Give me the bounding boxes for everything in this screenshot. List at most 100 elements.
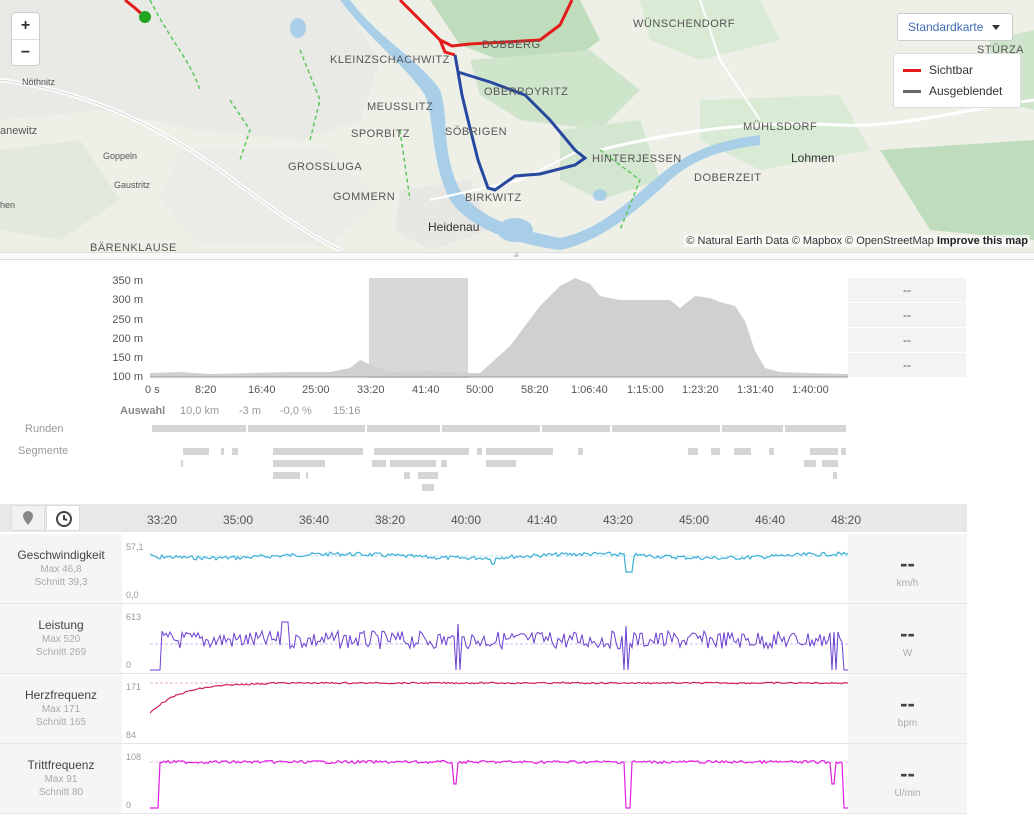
map-type-dropdown[interactable]: Standardkarte [897,13,1013,41]
power-trace[interactable] [150,604,848,673]
metric-label: Herzfrequenz Max 171 Schnitt 165 [0,674,122,743]
lap-bar[interactable] [542,425,610,432]
heartrate-trace[interactable] [150,674,848,743]
segment-bar[interactable] [183,448,209,455]
segment-bar[interactable] [422,484,434,491]
metric-axis-bottom: 84 [126,730,137,740]
metric-max: Max 91 [44,774,78,785]
segment-bar[interactable] [578,448,583,455]
segment-bar[interactable] [441,460,447,467]
segment-bar[interactable] [404,472,410,479]
map-place-label: GROSSLUGA [288,161,363,173]
segment-bar[interactable] [688,448,698,455]
lap-bar[interactable] [442,425,540,432]
detail-x-tick: 41:40 [527,513,558,527]
legend-swatch-gray [903,90,921,94]
metric-label: Trittfrequenz Max 91 Schnitt 80 [0,744,122,813]
zoom-out-button[interactable]: − [12,39,39,65]
map-place-label: HINTERJESSEN [592,153,682,165]
metric-avg: Schnitt 165 [35,717,87,728]
y-tick-label: 100 m [112,371,143,383]
cadence-trace[interactable] [150,744,848,813]
segment-bar[interactable] [711,448,720,455]
x-tick-label: 8:20 [195,384,217,396]
map-place-label: Gaustritz [114,180,151,190]
improve-map-link[interactable]: Improve this map [936,235,1028,247]
segment-bar[interactable] [477,448,482,455]
segment-bar[interactable] [273,448,363,455]
y-tick-label: 200 m [112,333,143,345]
map-place-label: BIRKWITZ [465,192,522,204]
segment-bar[interactable] [418,472,438,479]
lap-bar[interactable] [785,425,846,432]
stat-box: -- [848,328,966,352]
segment-bar[interactable] [841,448,846,455]
map-place-label: GOMMERN [333,191,396,203]
clock-icon [56,511,72,527]
x-tick-label: 58:20 [521,384,549,396]
y-tick-label: 250 m [112,314,143,326]
attribution-text: © Natural Earth Data © Mapbox © OpenStre… [686,235,934,247]
segment-bar[interactable] [181,460,183,467]
legend-visible[interactable]: Sichtbar [903,62,973,78]
zoom-control: + − [11,12,40,66]
segment-bar[interactable] [486,460,516,467]
map-place-label: Goppeln [103,151,138,161]
map-place-label: DOBBERG [482,39,541,51]
segment-bar[interactable] [232,448,238,455]
metric-value-box: -- bpm [848,674,967,743]
segment-bar[interactable] [833,472,837,479]
lap-bar[interactable] [367,425,440,432]
segment-bar[interactable] [273,472,300,479]
map-place-label: MÜHLSDORF [743,121,818,133]
lap-bar[interactable] [612,425,720,432]
legend-hidden[interactable]: Ausgeblendet [903,83,1002,99]
lap-bar[interactable] [248,425,365,432]
lap-bar[interactable] [722,425,783,432]
segment-bar[interactable] [306,472,308,479]
selection-duration: 15:16 [333,405,361,417]
segment-bar[interactable] [273,460,325,467]
detail-x-tick: 40:00 [451,513,482,527]
speed-trace[interactable] [150,534,848,603]
time-tab[interactable] [46,505,80,531]
grip-icon: ≡ [514,251,519,260]
lap-bar[interactable] [152,425,246,432]
caret-down-icon [992,25,1000,30]
detail-x-tick: 45:00 [679,513,710,527]
segment-bar[interactable] [822,460,838,467]
location-tab[interactable] [11,505,45,531]
segment-bar[interactable] [486,448,553,455]
map-place-label: Nöthnitz [22,77,56,87]
segment-bar[interactable] [769,448,774,455]
segment-bar[interactable] [374,448,469,455]
selection-elevation: -3 m [239,405,261,417]
segment-bar[interactable] [390,460,436,467]
segment-bar[interactable] [221,448,224,455]
metric-axis-bottom: 0 [126,800,132,810]
stat-box: -- [848,278,966,302]
segment-bar[interactable] [804,460,816,467]
detail-x-tick: 46:40 [755,513,786,527]
panel-resize-handle[interactable]: ≡ [0,252,1034,260]
route-map[interactable]: WÜNSCHENDORF STÜRZA KLEINZSCHACHWITZ DOB… [0,0,1034,252]
map-town-label: Heidenau [428,220,480,234]
elevation-profile[interactable] [150,276,848,380]
x-tick-label: 16:40 [248,384,276,396]
segment-bar[interactable] [734,448,751,455]
legend-swatch-red [903,69,921,73]
metric-unit: U/min [894,788,921,799]
metric-row-cadence: Trittfrequenz Max 91 Schnitt 80 108 0 --… [0,744,967,814]
metric-max: Max 520 [41,634,81,645]
metric-name: Trittfrequenz [27,758,95,772]
legend-label: Ausgeblendet [929,84,1003,98]
metric-axis-top: 171 [126,682,142,692]
metric-axis-top: 613 [126,612,142,622]
segment-bar[interactable] [372,460,386,467]
y-tick-label: 150 m [112,352,143,364]
segment-bar[interactable] [810,448,838,455]
zoom-in-button[interactable]: + [20,17,31,34]
metric-axis-top: 108 [126,752,142,762]
map-pin-icon [23,511,33,525]
metric-unit: W [902,648,913,659]
